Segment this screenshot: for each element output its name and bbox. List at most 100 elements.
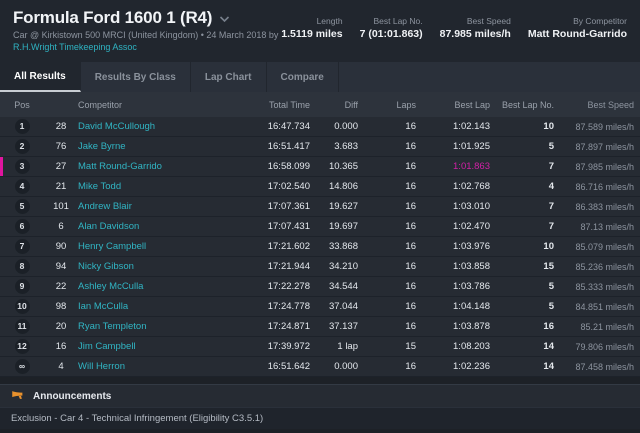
tab-lap-chart[interactable]: Lap Chart bbox=[191, 62, 267, 92]
total-time: 17:24.778 bbox=[267, 301, 310, 312]
tab-all-results[interactable]: All Results bbox=[0, 62, 81, 92]
position-badge: 10 bbox=[14, 299, 30, 314]
results-table: Pos Competitor Total Time Diff Laps Best… bbox=[0, 92, 640, 377]
diff-value: 0.000 bbox=[334, 361, 358, 372]
position-badge: ∞ bbox=[14, 359, 30, 374]
best-lap-no-value: 7 bbox=[548, 221, 554, 232]
best-lap-no-value: 14 bbox=[543, 361, 554, 372]
table-row[interactable]: 1 28 David McCullough 16:47.734 0.000 16… bbox=[0, 117, 640, 137]
table-row[interactable]: 5 101 Andrew Blair 17:07.361 19.627 16 1… bbox=[0, 197, 640, 217]
car-number: 94 bbox=[55, 261, 67, 272]
diff-value: 10.365 bbox=[328, 161, 358, 172]
best-speed-value: 87.985 miles/h bbox=[575, 161, 634, 172]
stat-value: 87.985 miles/h bbox=[439, 28, 511, 40]
stat-label: Best Speed bbox=[466, 16, 511, 26]
stat-value: Matt Round-Garrido bbox=[527, 28, 627, 40]
table-row[interactable]: 10 98 Ian McCulla 17:24.778 37.044 16 1:… bbox=[0, 297, 640, 317]
total-time: 16:47.734 bbox=[267, 121, 310, 132]
tab-compare[interactable]: Compare bbox=[267, 62, 339, 92]
diff-value: 0.000 bbox=[334, 121, 358, 132]
session-subtitle: Car @ Kirkistown 500 MRCI (United Kingdo… bbox=[13, 30, 281, 53]
competitor-link[interactable]: Will Herron bbox=[78, 361, 125, 372]
car-number: 6 bbox=[58, 221, 64, 232]
car-number: 90 bbox=[55, 241, 67, 252]
page-title: Formula Ford 1600 1 (R4) bbox=[13, 8, 213, 27]
competitor-link[interactable]: Mike Todd bbox=[78, 181, 122, 192]
tab-results-by-class[interactable]: Results By Class bbox=[81, 62, 191, 92]
position-badge: 11 bbox=[14, 319, 30, 334]
table-row[interactable]: 11 20 Ryan Templeton 17:24.871 37.137 16… bbox=[0, 317, 640, 337]
competitor-link[interactable]: Jim Campbell bbox=[78, 341, 136, 352]
competitor-link[interactable]: Nicky Gibson bbox=[78, 261, 134, 272]
total-time: 16:51.417 bbox=[267, 141, 310, 152]
table-row[interactable]: 7 90 Henry Campbell 17:21.602 33.868 16 … bbox=[0, 237, 640, 257]
table-row[interactable]: 6 6 Alan Davidson 17:07.431 19.697 16 1:… bbox=[0, 217, 640, 237]
column-header-laps: Laps bbox=[396, 99, 416, 110]
competitor-link[interactable]: Ryan Templeton bbox=[78, 321, 147, 332]
best-lap-no-value: 16 bbox=[543, 321, 554, 332]
best-speed-value: 87.897 miles/h bbox=[575, 141, 634, 152]
diff-value: 1 lap bbox=[337, 341, 358, 352]
competitor-link[interactable]: Jake Byrne bbox=[78, 141, 126, 152]
position-badge: 3 bbox=[14, 159, 30, 174]
laps-value: 15 bbox=[405, 341, 416, 352]
total-time: 17:21.602 bbox=[267, 241, 310, 252]
best-lap-no-value: 4 bbox=[548, 181, 554, 192]
best-lap-no-value: 10 bbox=[543, 241, 554, 252]
car-number: 21 bbox=[55, 181, 67, 192]
diff-value: 3.683 bbox=[334, 141, 358, 152]
competitor-link[interactable]: Alan Davidson bbox=[78, 221, 140, 232]
laps-value: 16 bbox=[405, 241, 416, 252]
position-badge: 12 bbox=[14, 339, 30, 354]
best-speed-value: 79.806 miles/h bbox=[575, 341, 634, 352]
column-header-total-time: Total Time bbox=[268, 99, 310, 110]
competitor-link[interactable]: Ashley McCulla bbox=[78, 281, 144, 292]
competitor-link[interactable]: Ian McCulla bbox=[78, 301, 129, 312]
session-header: Formula Ford 1600 1 (R4) Car @ Kirkistow… bbox=[0, 0, 640, 62]
megaphone-icon bbox=[11, 387, 24, 405]
best-speed-value: 87.13 miles/h bbox=[580, 221, 634, 232]
table-row[interactable]: 12 16 Jim Campbell 17:39.972 1 lap 15 1:… bbox=[0, 337, 640, 357]
announcements-section: Announcements Exclusion - Car 4 - Techni… bbox=[0, 384, 640, 429]
timekeeper-link[interactable]: R.H.Wright Timekeeping Assoc bbox=[13, 41, 137, 52]
competitor-link[interactable]: David McCullough bbox=[78, 121, 156, 132]
best-speed-value: 87.589 miles/h bbox=[575, 121, 634, 132]
table-row[interactable]: 4 21 Mike Todd 17:02.540 14.806 16 1:02.… bbox=[0, 177, 640, 197]
chevron-down-icon[interactable] bbox=[219, 10, 230, 28]
competitor-link[interactable]: Henry Campbell bbox=[78, 241, 147, 252]
table-row[interactable]: ∞ 4 Will Herron 16:51.642 0.000 16 1:02.… bbox=[0, 357, 640, 377]
total-time: 17:22.278 bbox=[267, 281, 310, 292]
session-stats: Length 1.5119 miles Best Lap No. 7 (01:0… bbox=[281, 16, 627, 40]
table-row[interactable]: 9 22 Ashley McCulla 17:22.278 34.544 16 … bbox=[0, 277, 640, 297]
table-row[interactable]: 8 94 Nicky Gibson 17:21.944 34.210 16 1:… bbox=[0, 257, 640, 277]
laps-value: 16 bbox=[405, 221, 416, 232]
competitor-link[interactable]: Matt Round-Garrido bbox=[78, 161, 162, 172]
best-speed-value: 85.333 miles/h bbox=[575, 281, 634, 292]
best-speed-value: 85.079 miles/h bbox=[575, 241, 634, 252]
total-time: 17:39.972 bbox=[267, 341, 310, 352]
table-header-row: Pos Competitor Total Time Diff Laps Best… bbox=[0, 92, 640, 117]
stat-label: Length bbox=[316, 16, 343, 26]
stat-block: Length 1.5119 miles bbox=[281, 16, 342, 40]
best-lap-no-value: 7 bbox=[548, 161, 554, 172]
best-lap-value: 1:08.203 bbox=[453, 341, 490, 352]
car-number: 20 bbox=[55, 321, 67, 332]
diff-value: 33.868 bbox=[328, 241, 358, 252]
position-badge: 6 bbox=[14, 219, 30, 234]
column-header-pos: Pos bbox=[14, 99, 30, 110]
car-number: 4 bbox=[58, 361, 64, 372]
best-lap-value: 1:03.976 bbox=[453, 241, 490, 252]
competitor-link[interactable]: Andrew Blair bbox=[78, 201, 132, 212]
position-badge: 8 bbox=[14, 259, 30, 274]
best-lap-value: 1:01.925 bbox=[453, 141, 490, 152]
diff-value: 37.137 bbox=[328, 321, 358, 332]
best-lap-no-value: 5 bbox=[548, 281, 554, 292]
table-row[interactable]: 3 27 Matt Round-Garrido 16:58.099 10.365… bbox=[0, 157, 640, 177]
position-badge: 1 bbox=[14, 119, 30, 134]
car-number: 28 bbox=[55, 121, 67, 132]
best-lap-no-value: 14 bbox=[543, 341, 554, 352]
car-number: 76 bbox=[55, 141, 67, 152]
car-number: 101 bbox=[53, 201, 69, 212]
table-row[interactable]: 2 76 Jake Byrne 16:51.417 3.683 16 1:01.… bbox=[0, 137, 640, 157]
